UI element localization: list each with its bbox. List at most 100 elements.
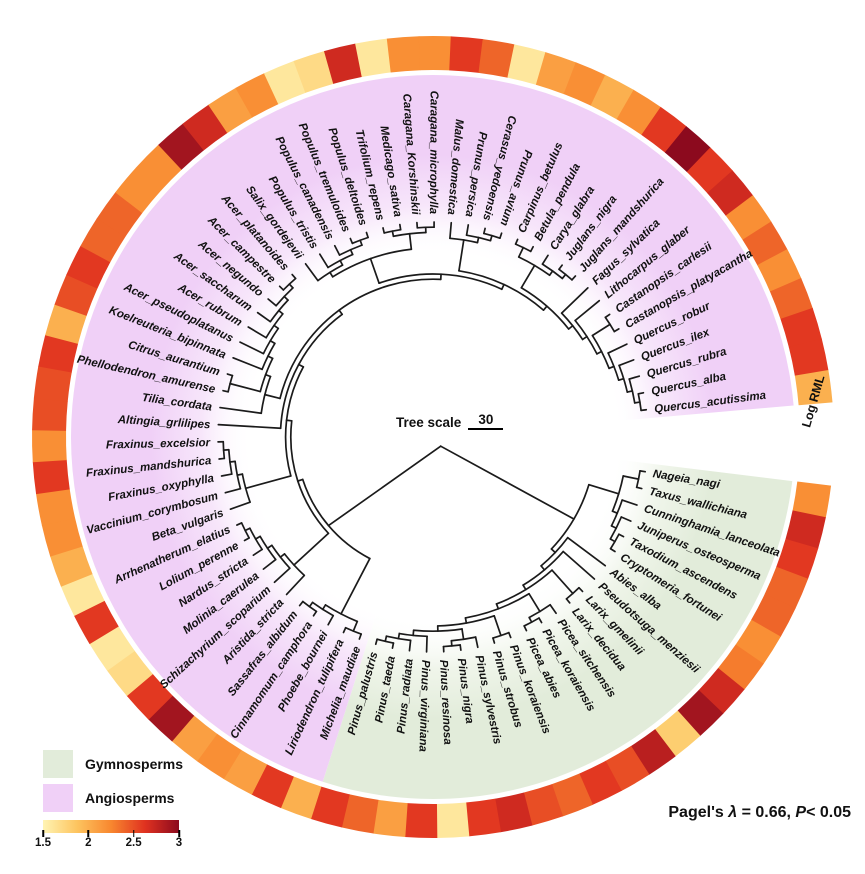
branch-line <box>408 639 412 652</box>
ring-segment <box>677 690 724 737</box>
branch-line <box>283 295 289 301</box>
ring-segment <box>788 338 829 377</box>
branch-line <box>333 244 341 256</box>
stats-prefix: Pagel's <box>668 804 729 821</box>
branch-line <box>264 373 272 378</box>
branch-line <box>520 264 536 289</box>
branch-line <box>548 270 554 277</box>
branch-line <box>297 363 305 368</box>
branch-line <box>611 510 619 515</box>
branch-line <box>523 625 528 632</box>
branch-line <box>465 224 470 237</box>
ring-segment <box>196 733 242 780</box>
ring-segment <box>158 123 205 170</box>
pagels-lambda-annotation: Pagel's λ = 0.66, P< 0.05 <box>668 804 851 822</box>
clade-arc <box>464 592 530 619</box>
branch-line <box>285 419 293 422</box>
colorbar-tick-label: 2.5 <box>125 837 142 849</box>
branch-line <box>542 305 548 312</box>
branch-line <box>618 359 635 367</box>
branch-line <box>607 343 628 354</box>
clade-arc <box>416 226 435 229</box>
branch-line <box>558 264 563 271</box>
branch-line <box>538 617 543 624</box>
branch-line <box>340 557 371 615</box>
colorbar-tick-label: 3 <box>175 837 183 849</box>
ring-segment <box>293 50 334 93</box>
branch-line <box>391 642 395 649</box>
branch-line <box>239 341 265 355</box>
colorbar-tick <box>132 830 135 837</box>
branch-line <box>321 604 327 611</box>
branch-line <box>517 246 525 258</box>
ring-segment <box>386 36 421 73</box>
ring-segment <box>310 786 350 828</box>
ring-segment <box>535 52 577 95</box>
branch-line <box>288 283 294 289</box>
ring-segment <box>80 218 126 263</box>
branch-line <box>229 501 251 510</box>
ring-segment <box>769 278 813 320</box>
branch-line <box>338 309 344 316</box>
ring-segment <box>50 545 93 587</box>
branch-line <box>252 548 263 557</box>
branch-line <box>291 273 297 280</box>
clade-arc <box>412 628 463 633</box>
species-label: Fraxinus_excelsior <box>106 437 211 451</box>
ring-segment <box>578 760 622 805</box>
ring-segment <box>341 794 379 834</box>
branch-line <box>549 603 557 615</box>
ring-segment <box>73 600 119 645</box>
ring-segment <box>507 44 546 85</box>
branch-line <box>244 527 251 532</box>
ring-segment <box>764 566 809 609</box>
ring-segment <box>686 147 733 194</box>
ring-segment <box>794 369 833 406</box>
branch-line <box>500 283 505 291</box>
ring-segment <box>792 481 832 518</box>
branch-line <box>369 257 380 285</box>
branch-line <box>550 548 557 554</box>
branch-line <box>374 638 378 646</box>
ring-segment <box>523 784 564 826</box>
root-branch <box>439 445 575 520</box>
bg-wedge-angiosperms <box>70 74 794 782</box>
clade-arc <box>289 419 330 535</box>
ring-segment <box>372 799 408 838</box>
ring-segment <box>436 802 470 838</box>
branch-line <box>273 567 291 584</box>
species-label: Altingia_grlilipes <box>116 414 210 431</box>
branch-line <box>571 275 577 281</box>
branch-line <box>304 262 319 282</box>
branch-line <box>461 628 465 641</box>
ring-segment <box>280 776 322 820</box>
ring-segment <box>235 73 279 118</box>
species-label: Caragana_microphylla <box>427 91 440 215</box>
ring-segment <box>654 710 701 757</box>
branch-line <box>610 525 618 530</box>
ring-segment <box>96 191 143 238</box>
branch-line <box>618 533 625 538</box>
ring-segment <box>664 126 711 173</box>
ring-segment <box>404 803 438 839</box>
branch-line <box>279 553 286 558</box>
root-branch <box>327 445 442 527</box>
branch-line <box>266 544 273 550</box>
clade-arc <box>458 269 545 312</box>
ring-segment <box>717 644 764 690</box>
branch-line <box>620 516 632 522</box>
ring-segment <box>698 668 745 714</box>
ring-segment <box>563 62 606 106</box>
ring-segment <box>38 334 79 373</box>
branch-line <box>458 239 465 272</box>
clade-arc <box>550 483 590 550</box>
branch-line <box>219 406 263 415</box>
ring-segment <box>115 167 162 214</box>
branch-line <box>243 537 250 542</box>
branch-line <box>365 231 369 239</box>
branch-line <box>327 614 335 626</box>
branch-line <box>474 636 479 649</box>
branch-line <box>229 460 236 463</box>
branch-line <box>273 324 280 330</box>
branch-line <box>293 532 330 566</box>
